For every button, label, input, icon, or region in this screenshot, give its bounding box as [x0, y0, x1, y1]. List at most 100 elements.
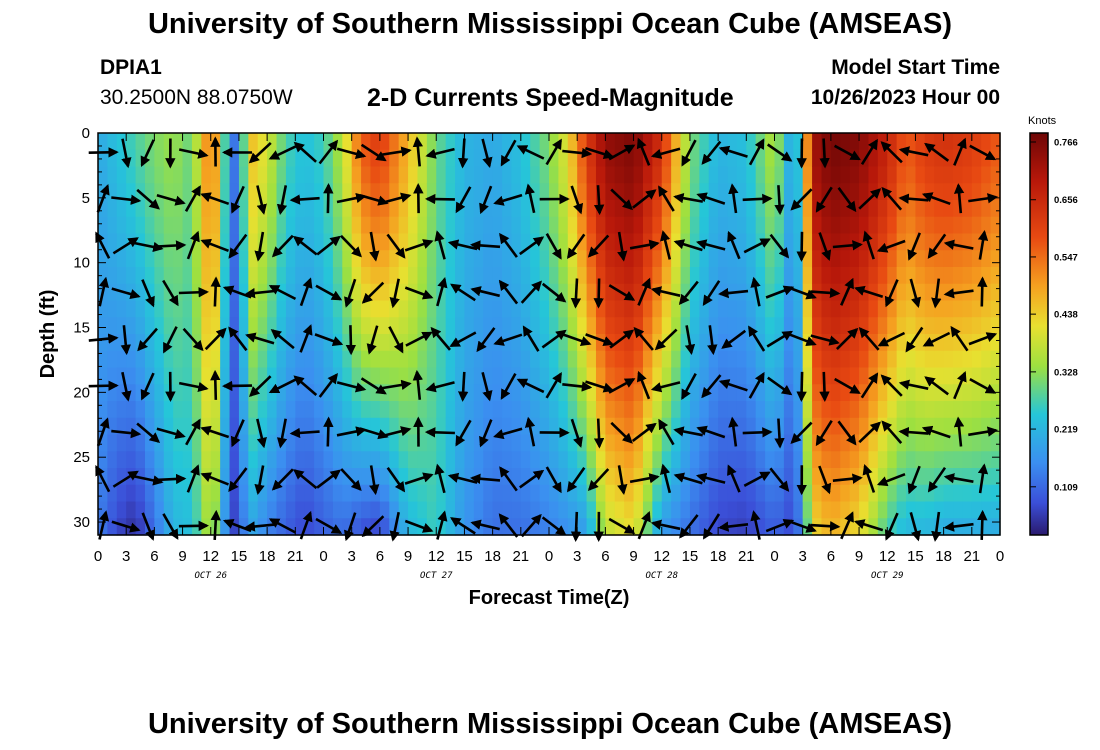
- heatmap-cell: [408, 166, 419, 184]
- heatmap-cell: [774, 468, 785, 486]
- heatmap-cell: [135, 317, 146, 335]
- heatmap-cell: [154, 434, 165, 452]
- heatmap-cell: [220, 384, 231, 402]
- heatmap-cell: [943, 267, 954, 285]
- heatmap-cell: [455, 133, 466, 151]
- heatmap-cell: [783, 133, 794, 151]
- heatmap-cell: [98, 267, 108, 285]
- heatmap-cell: [370, 166, 381, 184]
- x-tick-label: 15: [907, 548, 924, 565]
- heatmap-cell: [502, 317, 513, 335]
- heatmap-cell: [426, 267, 437, 285]
- heatmap-cell: [361, 149, 372, 168]
- heatmap-cell: [924, 384, 935, 402]
- heatmap-cell: [793, 183, 804, 201]
- heatmap-cell: [727, 250, 738, 268]
- heatmap-cell: [887, 149, 898, 168]
- heatmap-cell: [191, 200, 202, 218]
- heatmap-cell: [727, 350, 738, 369]
- heatmap-cell: [135, 484, 146, 503]
- current-vector-arrow: [608, 144, 636, 161]
- heatmap-cell: [896, 451, 907, 469]
- heatmap-cell: [906, 367, 917, 385]
- heatmap-cell: [539, 216, 550, 235]
- current-vector-arrow: [593, 418, 605, 449]
- heatmap-cell: [699, 133, 710, 151]
- heatmap-cell: [483, 166, 494, 184]
- heatmap-cell: [567, 216, 578, 235]
- heatmap-cell: [765, 149, 776, 168]
- heatmap-cell: [849, 350, 860, 369]
- heatmap-cell: [182, 367, 193, 385]
- current-vector-arrow: [658, 418, 675, 446]
- heatmap-cell: [830, 401, 841, 419]
- heatmap-cell: [718, 401, 729, 419]
- heatmap-cell: [689, 283, 700, 302]
- heatmap-cell: [389, 267, 400, 285]
- current-vector-arrow: [832, 240, 863, 251]
- heatmap-cell: [755, 501, 766, 519]
- heatmap-cell: [248, 334, 259, 352]
- heatmap-cell: [577, 149, 588, 168]
- heatmap-cell: [605, 267, 616, 285]
- heatmap-cell: [943, 133, 954, 151]
- heatmap-cell: [238, 216, 249, 235]
- current-vector-arrow: [361, 281, 385, 304]
- heatmap-cell: [671, 200, 682, 218]
- heatmap-cell: [314, 334, 325, 352]
- heatmap-cell: [906, 417, 917, 436]
- heatmap-cell: [98, 149, 108, 168]
- current-vector-arrow: [249, 375, 272, 398]
- heatmap-cell: [126, 367, 137, 385]
- heatmap-cell: [981, 451, 992, 469]
- heatmap-cell: [549, 334, 559, 352]
- heatmap-cell: [953, 484, 964, 503]
- current-vector-arrow: [678, 280, 699, 306]
- heatmap-cell: [990, 317, 1001, 335]
- heatmap-cell: [624, 384, 635, 402]
- heatmap-cell: [783, 468, 794, 486]
- heatmap-cell: [520, 149, 531, 168]
- current-vector-arrow: [570, 418, 583, 448]
- heatmap-cell: [173, 468, 184, 486]
- heatmap-cell: [220, 317, 231, 335]
- heatmap-cell: [473, 434, 484, 452]
- heatmap-cell: [849, 417, 860, 436]
- heatmap-cell: [633, 501, 644, 519]
- current-vector-arrow: [610, 188, 634, 211]
- heatmap-cell: [830, 200, 841, 218]
- heatmap-cell: [953, 501, 964, 519]
- heatmap-cell: [163, 283, 174, 302]
- heatmap-cell: [398, 518, 409, 536]
- heatmap-cell: [426, 250, 437, 268]
- heatmap-cell: [285, 501, 296, 519]
- current-vector-arrow: [256, 185, 267, 215]
- heatmap-cell: [887, 267, 898, 285]
- current-vector-arrow: [695, 472, 726, 484]
- heatmap-cell: [830, 468, 841, 486]
- heatmap-cell: [567, 417, 578, 436]
- heatmap-cell: [314, 216, 325, 235]
- heatmap-cell: [652, 149, 663, 168]
- heatmap-cell: [361, 384, 372, 402]
- heatmap-cell: [107, 417, 118, 436]
- current-vector-arrow: [570, 185, 584, 215]
- current-vector-arrow: [111, 427, 142, 439]
- heatmap-cell: [248, 133, 259, 151]
- heatmap-cell: [689, 468, 700, 486]
- heatmap-cell: [671, 484, 682, 503]
- heatmap-cell: [248, 233, 259, 251]
- current-vector-arrow: [898, 379, 929, 390]
- current-vector-arrow: [111, 287, 141, 300]
- current-vector-arrow: [907, 232, 922, 261]
- heatmap-cell: [520, 133, 531, 151]
- heatmap-cell: [812, 417, 823, 436]
- current-vector-arrow: [271, 468, 294, 491]
- current-vector-arrow: [140, 372, 155, 401]
- heatmap-cell: [389, 300, 400, 318]
- heatmap-cell: [295, 216, 306, 235]
- heatmap-cell: [981, 334, 992, 352]
- heatmap-cell: [633, 250, 644, 268]
- heatmap-cell: [821, 401, 832, 419]
- heatmap-cell: [953, 401, 964, 419]
